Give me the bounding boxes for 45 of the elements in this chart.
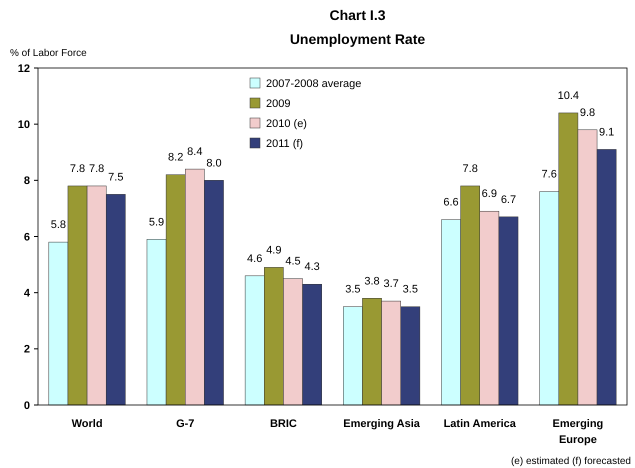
legend-label: 2010 (e) bbox=[266, 118, 307, 130]
legend-label: 2011 (f) bbox=[266, 138, 304, 150]
y-tick-label: 12 bbox=[18, 62, 30, 75]
data-label: 4.5 bbox=[285, 256, 301, 268]
data-label: 8.0 bbox=[206, 157, 222, 170]
data-label: 3.8 bbox=[364, 275, 380, 288]
x-tick-label: Emerging Europe bbox=[552, 418, 604, 446]
data-label: 7.6 bbox=[542, 168, 557, 181]
data-label: 5.8 bbox=[50, 219, 66, 232]
x-tick-label: Emerging Asia bbox=[343, 418, 421, 430]
data-label: 9.8 bbox=[580, 106, 596, 119]
data-label: 7.8 bbox=[89, 162, 104, 175]
x-tick-label: Latin America bbox=[444, 418, 517, 430]
x-tick-label: World bbox=[72, 418, 103, 430]
x-tick-label: G-7 bbox=[176, 418, 194, 430]
legend-label: 2009 bbox=[266, 98, 290, 110]
y-tick-label: 4 bbox=[24, 288, 31, 300]
x-tick-label: BRIC bbox=[270, 418, 297, 430]
chart-title: Chart I.3 bbox=[329, 7, 386, 23]
data-label: 6.9 bbox=[482, 188, 497, 200]
data-label: 10.4 bbox=[558, 90, 580, 102]
data-label: 3.5 bbox=[345, 284, 361, 296]
data-label: 4.3 bbox=[304, 261, 320, 274]
y-tick-label: 8 bbox=[24, 175, 30, 188]
data-label: 8.2 bbox=[168, 152, 184, 164]
data-label: 9.1 bbox=[598, 126, 614, 138]
data-label: 3.7 bbox=[384, 278, 399, 290]
data-label: 5.9 bbox=[148, 216, 164, 228]
y-tick-label: 2 bbox=[24, 344, 30, 356]
y-tick-label: 0 bbox=[24, 400, 30, 412]
data-label: 6.7 bbox=[500, 194, 516, 206]
data-label: 3.5 bbox=[402, 284, 418, 296]
y-tick-label: 6 bbox=[24, 231, 30, 244]
data-label: 4.6 bbox=[247, 252, 262, 265]
data-label: 6.6 bbox=[443, 196, 459, 209]
y-tick-label: 10 bbox=[18, 119, 30, 132]
data-label: 7.5 bbox=[108, 171, 124, 184]
data-label: 8.4 bbox=[187, 146, 202, 158]
legend-label: 2007-2008 average bbox=[266, 78, 362, 90]
y-axis-title: % of Labor Force bbox=[10, 48, 88, 59]
data-label: 7.8 bbox=[70, 162, 86, 175]
text: (e) estimated (f) forecasted bbox=[510, 456, 631, 467]
chart-subtitle: Unemployment Rate bbox=[290, 31, 426, 47]
data-label: 7.8 bbox=[462, 162, 478, 175]
data-label: 4.9 bbox=[266, 244, 282, 256]
